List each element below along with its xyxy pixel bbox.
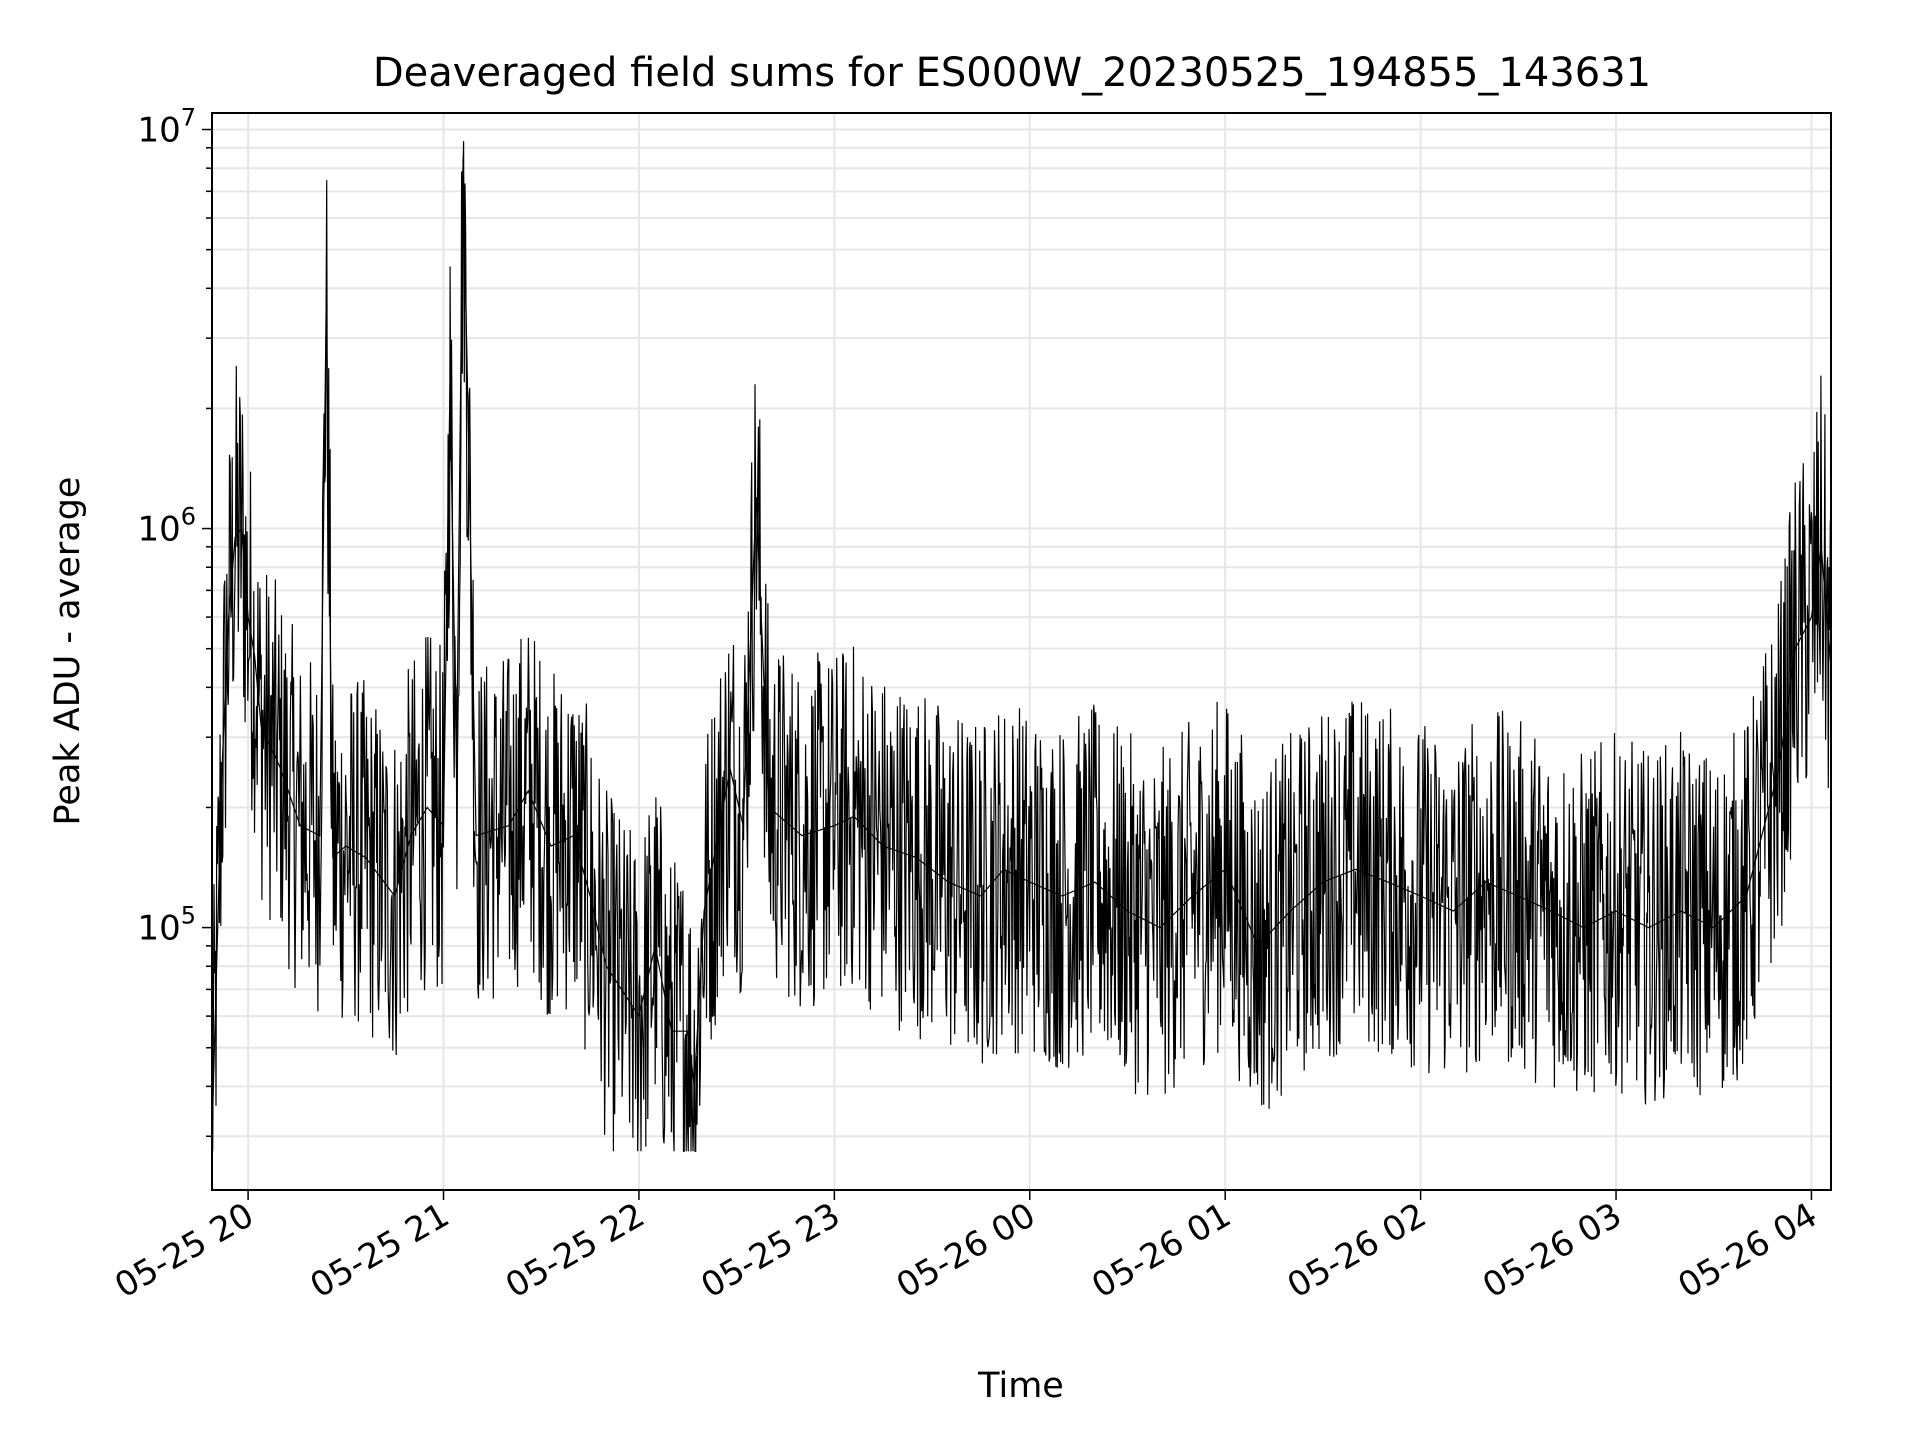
y-axis: 105 106 107 [137, 104, 212, 1137]
series [211, 141, 1832, 1152]
chart-title: Deaveraged field sums for ES000W_2023052… [373, 50, 1651, 96]
series-line [211, 157, 1832, 1137]
x-tick-label: 05-26 04 [1672, 1195, 1824, 1306]
y-axis-label: Peak ADU - average [48, 477, 88, 826]
x-tick-label: 05-25 23 [694, 1195, 846, 1306]
y-tick-label: 106 [137, 503, 196, 550]
grid [212, 113, 1831, 1190]
x-tick-label: 05-25 20 [108, 1195, 260, 1306]
y-tick-label: 107 [137, 104, 196, 151]
x-axis-label: Time [977, 1366, 1064, 1406]
x-tick-label: 05-26 03 [1476, 1195, 1628, 1306]
x-tick-label: 05-25 22 [499, 1195, 651, 1306]
x-tick-label: 05-26 02 [1281, 1195, 1433, 1306]
x-tick-label: 05-25 21 [304, 1195, 456, 1306]
x-axis: 05-25 20 05-25 21 05-25 22 05-25 23 05-26 00… [108, 1190, 1824, 1306]
y-tick-label: 105 [137, 902, 196, 949]
x-tick-label: 05-26 00 [890, 1195, 1042, 1306]
series-noise-trace [211, 141, 1832, 1152]
plot-frame [211, 112, 1832, 1191]
x-tick-label: 05-26 01 [1085, 1195, 1237, 1306]
